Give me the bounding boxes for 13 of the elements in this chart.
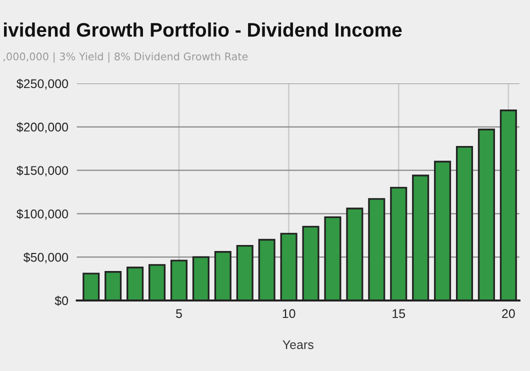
y-tick-label: $100,000: [16, 208, 68, 220]
y-tick-label: $150,000: [16, 166, 68, 176]
y-tick-label: $0: [54, 296, 68, 306]
y-tick-label: $200,000: [16, 122, 68, 134]
x-tick-label: 15: [392, 309, 406, 318]
y-tick-label: $50,000: [23, 252, 68, 264]
x-axis-title: Years: [282, 340, 314, 350]
chart-subtitle: ,000,000 | 3% Yield | 8% Dividend Growth Rate: [3, 52, 248, 63]
chart-title: ividend Growth Portfolio - Dividend Income: [4, 22, 402, 37]
x-tick-label: 20: [502, 309, 515, 318]
x-tick-label: 5: [176, 309, 182, 318]
y-tick-label: $250,000: [16, 78, 68, 90]
x-tick-label: 10: [282, 309, 296, 318]
